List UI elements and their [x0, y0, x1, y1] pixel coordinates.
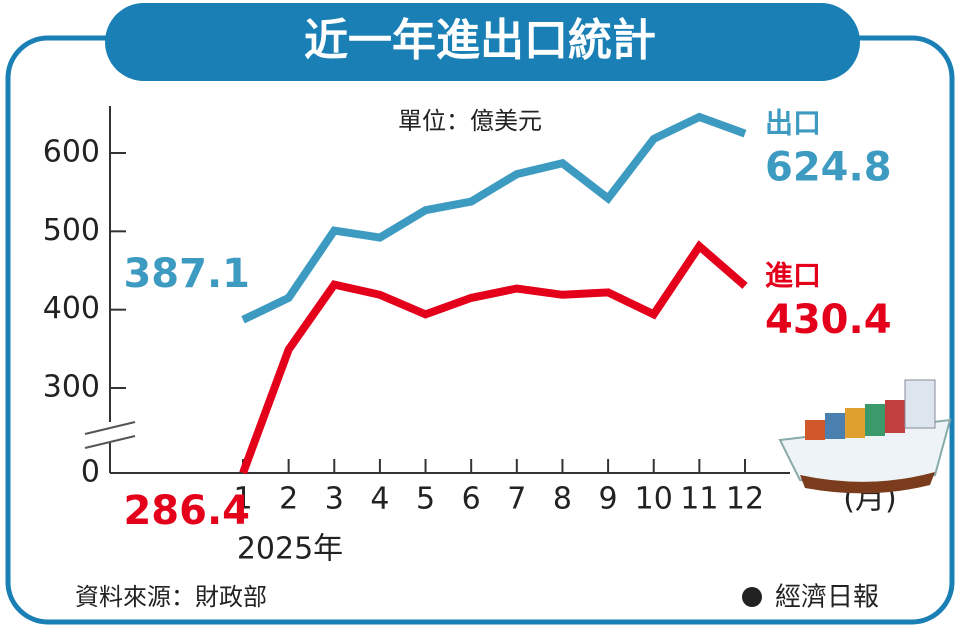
start-value-label: 387.1: [123, 251, 250, 297]
x-tick-label: 3: [325, 482, 344, 517]
x-tick-label: 10: [635, 482, 673, 517]
end-value-label: 624.8: [765, 145, 892, 191]
x-tick-label: 9: [599, 482, 618, 517]
end-value-label: 430.4: [765, 297, 892, 343]
series-line: [239, 240, 748, 475]
x-axis-label: 2025年: [237, 532, 343, 567]
source: 資料來源：財政部: [75, 583, 267, 611]
x-tick-label: 4: [370, 482, 389, 517]
axis-break: [84, 421, 136, 435]
chart-title: 近一年進出口統計: [304, 15, 656, 66]
x-tick-label: 2: [279, 482, 298, 517]
y-tick-label: 300: [43, 370, 100, 405]
series-name: 出口: [765, 107, 821, 140]
start-value-label: 286.4: [123, 488, 250, 534]
y-tick-label: 600: [43, 135, 100, 170]
x-tick-label: 5: [416, 482, 435, 517]
series-line: [241, 112, 747, 324]
x-tick-label: 1: [233, 482, 252, 517]
y-tick-label: 0: [81, 455, 100, 490]
brand: 經濟日報: [775, 583, 879, 613]
unit-label: 單位：億美元: [398, 107, 542, 135]
x-tick-label: 8: [553, 482, 572, 517]
series-name: 進口: [765, 259, 821, 292]
y-tick-label: 500: [43, 213, 100, 248]
x-tick-label: 12: [726, 482, 764, 517]
x-tick-label: 6: [462, 482, 481, 517]
y-tick-label: 400: [43, 291, 100, 326]
title-pill: [105, 3, 860, 81]
x-tick-label: 7: [507, 482, 526, 517]
axis-break: [84, 435, 136, 449]
brand-logo: [742, 587, 762, 607]
x-tick-label: 11: [680, 482, 718, 517]
ship: [778, 379, 952, 494]
